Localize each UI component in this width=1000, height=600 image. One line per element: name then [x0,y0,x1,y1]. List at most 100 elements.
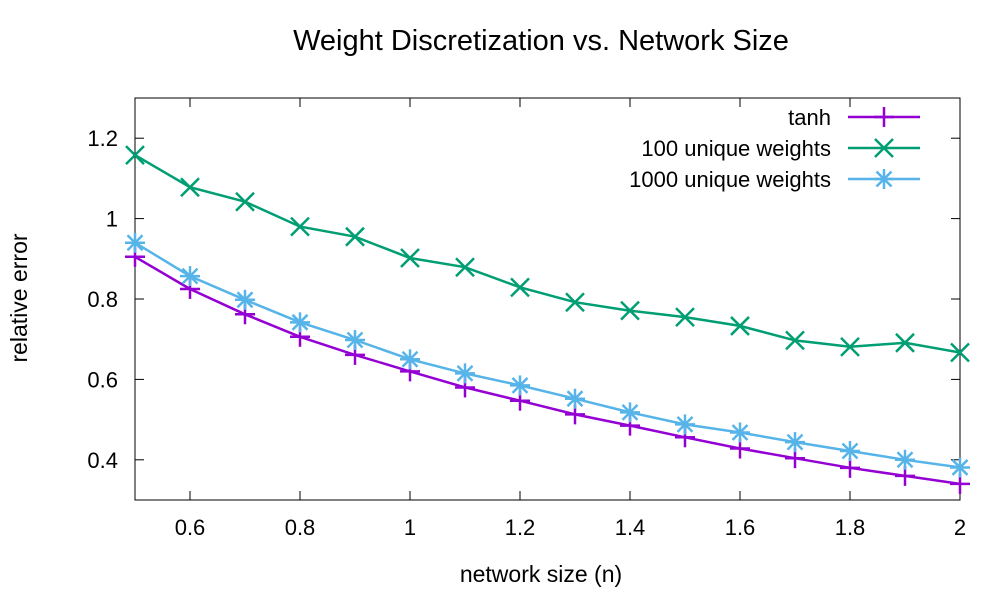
x-tick-label: 1 [404,515,416,540]
x-tick-label: 1.8 [835,515,866,540]
data-point [400,248,420,268]
marker-stroke [455,257,475,278]
legend-label: 100 unique weights [641,136,831,161]
marker-stroke [235,191,255,212]
data-point [840,440,860,461]
data-point [620,300,640,321]
marker-stroke [126,234,144,252]
data-point [455,363,475,384]
y-tick-label: 1.2 [87,126,118,151]
marker-stroke [675,307,695,327]
marker-stroke [345,226,365,247]
data-point [510,375,530,396]
marker-stroke [510,277,530,298]
x-tick-label: 0.6 [175,515,206,540]
legend-marker [874,169,894,189]
marker-stroke [840,336,860,357]
marker-stroke [621,403,639,421]
data-point [620,402,640,423]
marker-stroke [125,145,145,165]
x-tick-label: 1.6 [725,515,756,540]
y-tick-label: 0.4 [87,448,118,473]
marker-stroke [181,267,199,285]
legend-item: tanh [788,105,920,130]
series-line [135,255,960,486]
series-1 [125,145,970,363]
marker-stroke [950,342,970,363]
data-point [730,316,750,336]
data-point [840,457,860,478]
marker-stroke [841,442,859,460]
marker-stroke [895,332,915,353]
data-point [290,216,310,237]
series-line [135,154,960,354]
data-point [950,457,970,478]
marker-stroke [731,424,749,441]
marker-stroke [456,364,474,382]
marker-stroke [566,390,584,408]
y-tick-label: 0.6 [87,367,118,392]
marker-stroke [620,300,640,321]
marker-stroke [874,138,894,158]
x-tick-label: 2 [954,515,966,540]
data-point [235,289,255,310]
y-tick-label: 0.8 [87,287,118,312]
data-point [235,191,255,212]
data-point [675,307,695,327]
marker-stroke [786,433,804,451]
marker-stroke [951,459,969,476]
data-point [675,414,695,435]
marker-stroke [236,291,254,309]
legend: tanh 100 unique weights 1000 unique weight… [629,105,920,192]
x-tick-label: 1.4 [615,515,646,540]
marker-stroke [676,416,694,433]
marker-stroke [875,170,893,188]
marker-stroke [400,248,420,268]
series-0 [125,246,970,494]
data-point [950,342,970,363]
data-point [565,388,585,409]
data-point [785,330,805,351]
plot-frame [134,97,961,501]
marker-stroke [896,451,914,469]
marker-stroke [511,377,529,394]
legend-item: 100 unique weights [641,136,920,161]
data-point [400,349,420,370]
series-2 [125,232,970,478]
y-axis-label: relative error [6,233,32,362]
x-tick-label: 1.2 [505,515,536,540]
marker-stroke [785,330,805,351]
x-tick-label: 0.8 [285,515,316,540]
data-point [840,336,860,357]
data-point [345,330,365,351]
marker-stroke [565,292,585,313]
data-point [895,332,915,353]
legend-label: tanh [788,105,831,130]
x-axis-label: network size (n) [460,561,622,587]
legend-item: 1000 unique weights [629,167,920,192]
data-point [290,312,310,333]
y-tick-label: 1 [106,207,118,232]
marker-stroke [730,316,750,336]
data-point [565,292,585,313]
plot-area: 0.6 0.8 1 1.2 1.4 1.6 1.8 2 0.4 0.6 0.8 1 1.2 tanh 100… [87,97,970,540]
legend-marker [874,138,894,158]
data-point [125,145,145,165]
marker-stroke [180,177,200,198]
data-point [455,257,475,278]
data-point [510,277,530,298]
data-point [895,449,915,470]
chart-title: Weight Discretization vs. Network Size [293,25,789,57]
legend-marker [874,107,894,127]
marker-stroke [401,350,419,368]
marker-stroke [290,216,310,237]
series-line [135,241,960,469]
data-point [730,422,750,443]
data-point [180,266,200,287]
marker-stroke [346,331,364,349]
marker-stroke [291,313,309,331]
data-point [180,177,200,198]
data-point [785,432,805,453]
data-point [125,232,145,253]
